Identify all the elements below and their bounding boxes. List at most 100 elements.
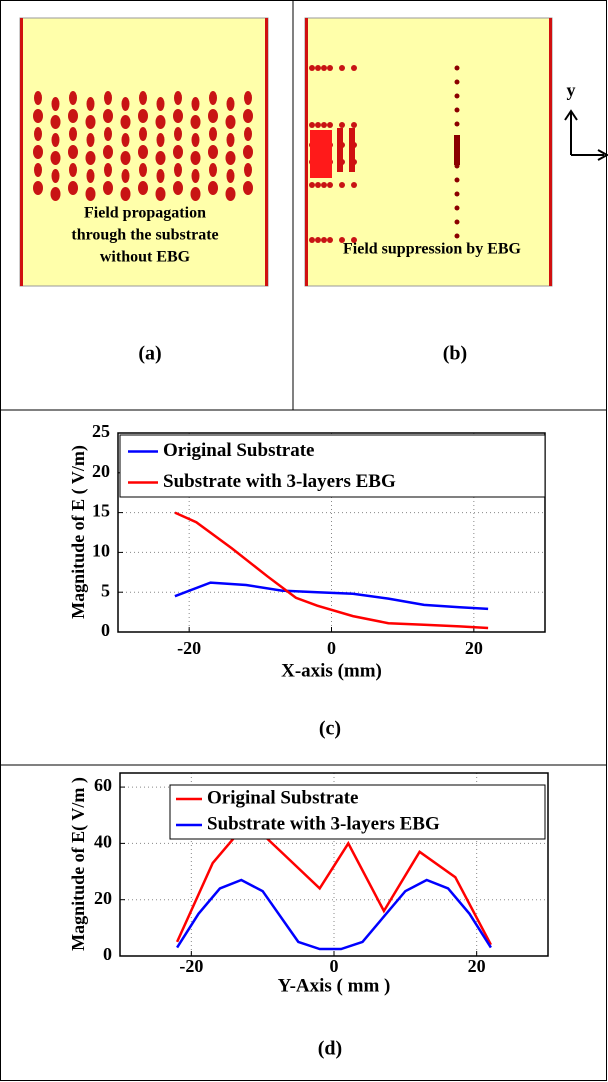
field-blob [68,145,78,159]
field-blob [156,97,165,111]
field-blob [191,97,200,111]
legend-box [169,784,546,840]
plot-frame [117,432,546,633]
field-blob [244,127,252,141]
legend-label: Substrate with 3-layers EBG [163,471,396,492]
field-blob [86,97,95,111]
field-blob [174,91,182,105]
field-blob [226,97,235,111]
panel-label: (b) [443,343,467,365]
field-blob [138,145,148,159]
field-blob [121,133,130,147]
field-dot [454,107,460,113]
field-blob [120,151,131,165]
field-dot [339,65,345,71]
field-dot [339,182,345,188]
field-block [349,128,355,172]
field-dot [309,122,315,128]
field-blob [190,151,201,165]
y-tick-label: 15 [92,501,110,521]
field-dot [351,65,357,71]
panel-label: (a) [138,343,161,365]
caption: without EBG [100,249,191,266]
field-block [310,130,332,178]
field-dot [327,122,333,128]
field-blob [190,187,201,201]
field-blob [226,133,235,147]
field-dot [351,122,357,128]
field-blob [50,115,61,129]
caption: through the substrate [71,227,218,244]
field-blob [85,187,96,201]
field-blob [69,91,77,105]
y-tick-label: 0 [103,944,112,964]
y-tick-label: 10 [92,541,110,561]
field-dot [315,182,321,188]
field-dot [315,65,321,71]
field-blob [156,169,165,183]
y-tick-label: 20 [92,461,110,481]
field-blob [138,181,148,195]
field-dot [309,65,315,71]
field-blob [103,145,113,159]
field-pattern [309,65,460,243]
x-tick-label: 0 [327,638,336,658]
field-blob [51,97,60,111]
x-axis-label: X-axis (mm) [281,660,382,681]
field-blob [191,169,200,183]
field-blob [104,91,112,105]
field-dot [454,191,460,197]
field-blob [120,115,131,129]
field-dot [327,65,333,71]
field-blob [121,169,130,183]
field-blob [139,163,147,177]
edge [305,18,308,286]
field-dot [309,182,315,188]
panel-label: (c) [319,718,341,740]
field-blob [103,181,113,195]
field-blob [103,109,113,123]
field-dot [351,182,357,188]
field-dot [454,233,460,239]
field-blob [104,127,112,141]
edge [20,18,23,286]
field-blob [50,187,61,201]
line-series [174,581,489,611]
y-tick-label: 60 [94,775,112,795]
field-dot [321,65,327,71]
field-blob [138,109,148,123]
x-axis-label: Y-Axis ( mm ) [278,975,391,996]
field-blob [156,133,165,147]
y-tick-label: 40 [94,832,112,852]
field-block [454,135,460,165]
field-dot [339,122,345,128]
field-blob [209,127,217,141]
field-blob [225,151,236,165]
field-blob [51,169,60,183]
x-tick-label: 20 [465,638,483,658]
legend-label: Original Substrate [207,787,358,808]
field-blob [69,127,77,141]
field-blob [208,109,218,123]
field-blob [120,187,131,201]
legend-label: Substrate with 3-layers EBG [207,813,440,834]
caption: Field propagation [84,205,206,222]
field-blob [86,133,95,147]
field-blob [34,163,42,177]
field-dot [351,237,357,243]
field-dot [454,79,460,85]
field-dot [454,65,460,71]
y-tick-label: 5 [101,580,110,600]
edge [549,18,552,286]
x-tick-label: -20 [177,638,201,658]
field-dot [321,182,327,188]
field-dot [321,122,327,128]
field-blob [174,127,182,141]
panel-b: Field suppression by EBG (b) y [304,17,608,365]
field-blob [209,91,217,105]
plot-frame [119,772,549,957]
field-blob [121,97,130,111]
x-tick-label: 20 [468,956,486,976]
field-dot [321,237,327,243]
field-dot [339,237,345,243]
